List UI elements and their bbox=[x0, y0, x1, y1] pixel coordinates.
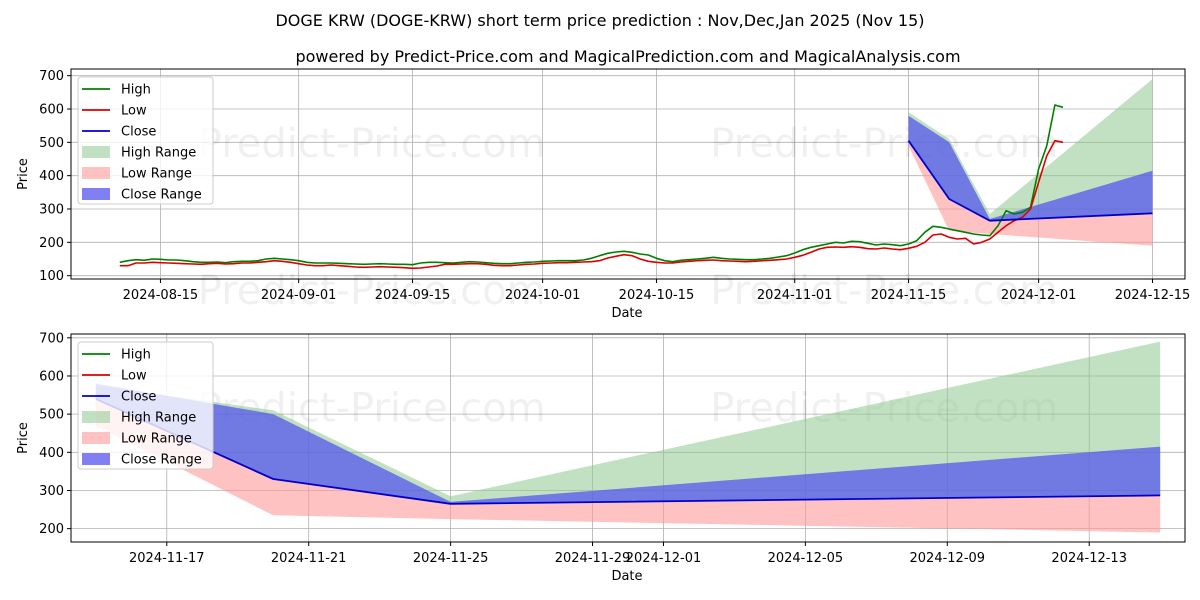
y-tick-label: 200 bbox=[39, 236, 64, 251]
legend-label: Low bbox=[121, 369, 147, 384]
y-tick-label: 500 bbox=[39, 408, 64, 423]
x-tick-label: 2024-12-09 bbox=[910, 551, 986, 566]
x-tick-label: 2024-12-05 bbox=[768, 551, 844, 566]
x-tick-label: 2024-11-21 bbox=[271, 551, 347, 566]
y-tick-label: 200 bbox=[39, 522, 64, 537]
legend-label: High Range bbox=[121, 146, 196, 161]
y-tick-label: 300 bbox=[39, 484, 64, 499]
bottom-legend: High Low Close High Range Low Range Close Ran… bbox=[77, 341, 214, 470]
legend-patch-swatch bbox=[82, 411, 110, 423]
x-tick-label: 2024-10-15 bbox=[619, 288, 695, 303]
legend-label: High bbox=[121, 348, 151, 363]
legend-label: Low bbox=[121, 104, 147, 119]
x-tick-label: 2024-08-15 bbox=[123, 288, 199, 303]
legend-label: High bbox=[121, 83, 151, 98]
x-axis-label: Date bbox=[611, 306, 642, 321]
legend-box bbox=[77, 76, 214, 205]
legend-patch-swatch bbox=[82, 453, 110, 465]
close-series-line bbox=[907, 140, 1153, 222]
x-tick-label: 2024-12-01 bbox=[1001, 288, 1077, 303]
top-grid bbox=[71, 69, 1185, 279]
close-range-band bbox=[908, 115, 1153, 221]
legend-patch-swatch bbox=[82, 167, 110, 179]
watermark-text: Predict-Price.com bbox=[198, 121, 546, 167]
x-axis-label: Date bbox=[611, 569, 642, 584]
x-tick-label: 2024-12-13 bbox=[1051, 551, 1127, 566]
x-tick-label: 2024-12-15 bbox=[1115, 288, 1191, 303]
bottom-x-axis: 2024-11-17 2024-11-21 2024-11-25 2024-11-29… bbox=[129, 542, 1127, 584]
legend-label: Low Range bbox=[121, 432, 192, 447]
x-tick-label: 2024-11-29 bbox=[555, 551, 631, 566]
legend-label: Close Range bbox=[121, 188, 202, 203]
y-tick-label: 600 bbox=[39, 103, 64, 118]
top-legend: High Low Close High Range Low Range Close Ran… bbox=[77, 76, 214, 205]
low-series-line bbox=[119, 139, 1064, 270]
top-y-axis: 100 200 300 400 500 600 700 Price bbox=[16, 69, 71, 284]
legend-patch-swatch bbox=[82, 188, 110, 200]
low-range-band bbox=[908, 140, 1153, 246]
watermark-text: Predict-Price.com bbox=[710, 121, 1058, 167]
high-series-line bbox=[119, 104, 1064, 266]
top-watermark: Predict-Price.com Predict-Price.com Predic… bbox=[198, 121, 1058, 314]
y-tick-label: 700 bbox=[39, 69, 64, 84]
y-tick-label: 600 bbox=[39, 369, 64, 384]
y-tick-label: 400 bbox=[39, 446, 64, 461]
y-tick-label: 300 bbox=[39, 203, 64, 218]
bottom-plot-area bbox=[95, 341, 1161, 533]
y-tick-label: 100 bbox=[39, 269, 64, 284]
close-range-band bbox=[95, 383, 1161, 504]
y-tick-label: 500 bbox=[39, 136, 64, 151]
legend-patch-swatch bbox=[82, 432, 110, 444]
chart-title: DOGE KRW (DOGE-KRW) short term price pre… bbox=[275, 11, 924, 30]
legend-label: Close Range bbox=[121, 453, 202, 468]
x-tick-label: 2024-09-01 bbox=[261, 288, 337, 303]
legend-label: Low Range bbox=[121, 167, 192, 182]
x-tick-label: 2024-11-17 bbox=[129, 551, 205, 566]
x-tick-label: 2024-09-15 bbox=[375, 288, 451, 303]
x-tick-label: 2024-11-15 bbox=[871, 288, 947, 303]
y-tick-label: 700 bbox=[39, 331, 64, 346]
chart-subtitle: powered by Predict-Price.com and Magical… bbox=[295, 47, 960, 66]
x-tick-label: 2024-11-01 bbox=[757, 288, 833, 303]
y-axis-label: Price bbox=[16, 158, 31, 190]
top-x-axis: 2024-08-15 2024-09-01 2024-09-15 2024-10-01… bbox=[123, 279, 1191, 321]
x-tick-label: 2024-11-25 bbox=[413, 551, 489, 566]
top-chart: Predict-Price.com Predict-Price.com Predic… bbox=[16, 68, 1191, 321]
bottom-axes-frame bbox=[70, 333, 1186, 543]
y-tick-label: 400 bbox=[39, 169, 64, 184]
watermark-text: Predict-Price.com bbox=[710, 268, 1058, 314]
y-axis-label: Price bbox=[16, 422, 31, 454]
bottom-chart: Predict-Price.comPredict-Price.com200300… bbox=[16, 331, 1186, 584]
legend-box bbox=[77, 341, 214, 470]
watermark-text: Predict-Price.com bbox=[198, 268, 546, 314]
x-tick-label: 2024-12-01 bbox=[626, 551, 702, 566]
x-tick-label: 2024-10-01 bbox=[505, 288, 581, 303]
legend-label: Close bbox=[121, 390, 156, 405]
legend-patch-swatch bbox=[82, 146, 110, 158]
top-plot-area bbox=[119, 79, 1153, 270]
legend-label: Close bbox=[121, 125, 156, 140]
bottom-y-axis: 200 300 400 500 600 700 Price bbox=[16, 331, 71, 537]
legend-label: High Range bbox=[121, 411, 196, 426]
top-axes-frame bbox=[70, 68, 1186, 280]
